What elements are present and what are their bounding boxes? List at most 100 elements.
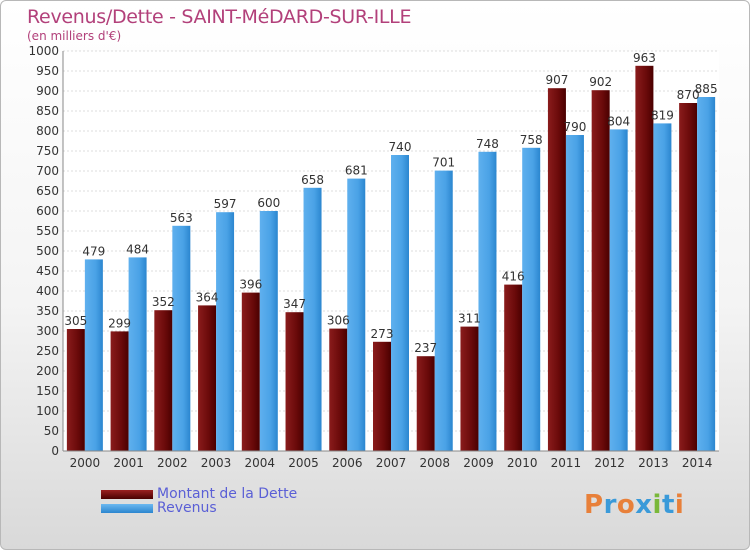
y-tick-label: 250: [36, 344, 59, 358]
data-label-revenus: 790: [563, 120, 586, 134]
x-tick-label: 2001: [113, 456, 144, 470]
bar-dette: [547, 88, 566, 451]
y-tick-label: 600: [36, 204, 59, 218]
logo-letter: r: [603, 490, 617, 520]
legend-label-dette: Montant de la Dette: [157, 486, 298, 502]
data-label-revenus: 563: [170, 211, 193, 225]
data-label-revenus: 484: [126, 242, 149, 256]
bar-revenus: [609, 129, 628, 451]
data-label-dette: 299: [108, 316, 131, 330]
legend-swatch-dette: [101, 490, 153, 499]
logo-letter: x: [635, 490, 653, 520]
data-label-dette: 364: [196, 290, 219, 304]
bar-revenus: [434, 170, 453, 451]
bar-dette: [66, 329, 85, 451]
data-label-revenus: 701: [432, 156, 455, 170]
bar-dette: [460, 326, 479, 451]
legend-swatch-revenus: [101, 504, 153, 513]
x-tick-label: 2005: [288, 456, 319, 470]
y-tick-label: 900: [36, 84, 59, 98]
bar-revenus: [128, 257, 147, 451]
data-label-dette: 305: [64, 314, 87, 328]
logo-letter: i: [674, 490, 685, 520]
y-tick-label: 100: [36, 404, 59, 418]
y-tick-label: 550: [36, 224, 59, 238]
data-label-dette: 870: [677, 88, 700, 102]
data-label-revenus: 597: [214, 197, 237, 211]
y-axis: 0 50 100 150 200 250 300 350 400 450 500 550 600 650 7…: [28, 44, 64, 458]
bar-revenus: [697, 97, 716, 451]
data-label-dette: 311: [458, 312, 481, 326]
data-label-revenus: 740: [389, 140, 412, 154]
data-label-dette: 237: [414, 341, 437, 355]
chart-title: Revenus/Dette - SAINT-MéDARD-SUR-ILLE: [27, 6, 412, 28]
x-tick-label: 2004: [245, 456, 276, 470]
y-tick-label: 50: [44, 424, 59, 438]
y-tick-label: 450: [36, 264, 59, 278]
bar-dette: [504, 284, 523, 451]
y-tick-label: 850: [36, 104, 59, 118]
x-tick-label: 2010: [507, 456, 538, 470]
x-axis: 2000 2001 2002 2003 2004 2005 2006 2007 2008 2009…: [63, 450, 719, 470]
y-tick-label: 350: [36, 304, 59, 318]
data-label-revenus: 748: [476, 137, 499, 151]
y-tick-label: 700: [36, 164, 59, 178]
x-tick-label: 2007: [376, 456, 407, 470]
y-tick-label: 400: [36, 284, 59, 298]
bar-revenus: [653, 123, 672, 452]
legend-label-revenus: Revenus: [157, 500, 217, 516]
bar-dette: [591, 90, 610, 451]
data-label-revenus: 885: [695, 82, 718, 96]
x-tick-label: 2012: [594, 456, 625, 470]
data-label-revenus: 479: [82, 244, 105, 258]
y-tick-label: 0: [51, 444, 59, 458]
y-tick-label: 1000: [28, 44, 59, 58]
y-tick-label: 800: [36, 124, 59, 138]
x-tick-label: 2011: [551, 456, 582, 470]
bar-revenus: [478, 151, 497, 452]
data-label-dette: 907: [545, 73, 568, 87]
logo-letter: o: [616, 490, 636, 520]
y-tick-label: 150: [36, 384, 59, 398]
bar-revenus: [391, 155, 409, 451]
data-label-dette: 352: [152, 295, 175, 309]
x-tick-label: 2009: [463, 456, 494, 470]
data-label-revenus: 758: [520, 133, 543, 147]
bar-dette: [635, 65, 654, 452]
bar-revenus: [259, 211, 278, 451]
data-label-revenus: 804: [607, 114, 630, 128]
data-label-dette: 396: [239, 278, 262, 292]
y-tick-label: 650: [36, 184, 59, 198]
data-label-dette: 902: [589, 75, 612, 89]
x-tick-label: 2000: [70, 456, 101, 470]
bar-dette: [285, 312, 304, 451]
logo-letter: P: [584, 490, 604, 520]
data-label-revenus: 600: [257, 196, 280, 210]
x-tick-label: 2003: [201, 456, 232, 470]
data-label-dette: 963: [633, 51, 656, 65]
chart-subtitle: (en milliers d'€): [27, 29, 122, 43]
bar-dette: [329, 328, 348, 451]
logo-letter: t: [661, 490, 675, 520]
x-tick-label: 2008: [419, 456, 450, 470]
x-tick-label: 2014: [682, 456, 713, 470]
bar-revenus: [347, 178, 366, 451]
data-label-revenus: 658: [301, 173, 324, 187]
bar-dette: [198, 305, 217, 451]
x-tick-label: 2013: [638, 456, 669, 470]
bar-dette: [373, 341, 391, 451]
data-label-revenus: 681: [345, 164, 368, 178]
proxiti-logo: Proxiti: [584, 490, 684, 520]
bar-dette: [154, 310, 173, 451]
data-label-dette: 347: [283, 297, 306, 311]
bar-dette: [679, 103, 698, 451]
y-tick-label: 950: [36, 64, 59, 78]
bar-revenus: [216, 212, 235, 451]
bar-revenus: [84, 259, 103, 451]
logo-letter: i: [652, 490, 662, 520]
data-labels: 305 479 299 484 352 563 364 597 396 600 347 658 306 6…: [64, 51, 717, 355]
bar-dette: [416, 356, 435, 451]
bar-revenus: [522, 147, 541, 452]
